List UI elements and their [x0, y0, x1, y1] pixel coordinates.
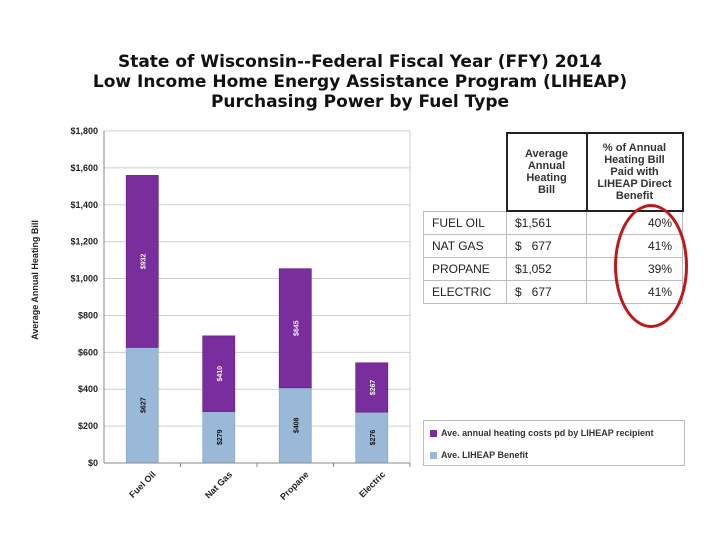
chart-title: State of Wisconsin--Federal Fiscal Year … — [0, 52, 720, 112]
header-average-bill: Average Annual Heating Bill — [505, 132, 588, 212]
header-pct-line: % of Annual — [602, 142, 667, 154]
fuel-cell: ELECTRIC — [423, 280, 507, 304]
data-label: $932 — [140, 254, 147, 270]
legend-item-benefit: Ave. LIHEAP Benefit — [430, 450, 528, 460]
header-pct-line: Benefit — [615, 190, 654, 202]
data-label: $645 — [293, 320, 300, 336]
bars: $627 $932 $279 $410 $408 $645 $276 $267 — [125, 175, 389, 464]
header-bill-line: Annual — [527, 160, 566, 172]
header-bill-line: Bill — [537, 184, 556, 196]
table-row: NAT GAS $ 677 41% — [423, 234, 683, 258]
header-bill-line: Heating — [526, 172, 567, 184]
x-tick-label: Nat Gas — [203, 469, 234, 500]
data-label: $276 — [370, 430, 377, 446]
data-label: $627 — [140, 397, 147, 413]
title-line-2: Low Income Home Energy Assistance Progra… — [92, 72, 628, 92]
legend-swatch-recipient — [430, 429, 437, 437]
header-pct-line: Heating Bill — [604, 154, 665, 166]
legend-swatch-benefit — [430, 451, 437, 459]
fuel-cell: PROPANE — [423, 257, 507, 281]
bar-segment — [355, 362, 389, 413]
fuel-cell: NAT GAS — [423, 234, 507, 258]
fuel-cell: FUEL OIL — [423, 210, 507, 235]
bill-cell: $1,052 — [506, 257, 587, 281]
bar-segment — [355, 411, 389, 464]
pct-cell: 40% — [586, 210, 683, 235]
x-tick-label: Electric — [357, 469, 387, 499]
table-row: ELECTRIC $ 677 41% — [423, 280, 683, 304]
bar-segment — [202, 335, 236, 412]
bill-cell: $1,561 — [506, 210, 587, 235]
x-tick-label: Propane — [278, 469, 311, 502]
table-row: FUEL OIL $1,561 40% — [423, 210, 683, 235]
header-bill-line: Average — [524, 148, 568, 160]
data-label: $279 — [217, 429, 224, 445]
y-tick-label: $1,200 — [70, 237, 98, 247]
header-percent-paid: % of Annual Heating Bill Paid with LIHEA… — [585, 132, 684, 212]
y-tick-label: $1,800 — [70, 126, 98, 136]
pct-cell: 39% — [586, 257, 683, 281]
bill-cell: $ 677 — [506, 234, 587, 258]
header-pct-line: LIHEAP Direct — [597, 178, 672, 190]
y-axis-title: Average Annual Heating Bill — [30, 220, 40, 340]
pct-cell: 41% — [586, 234, 683, 258]
title-line-3: Purchasing Power by Fuel Type — [210, 92, 510, 112]
y-tick-label: $1,000 — [70, 274, 98, 284]
y-tick-label: $1,600 — [70, 163, 98, 173]
legend-label-recipient: Ave. annual heating costs pd by LIHEAP r… — [441, 428, 654, 438]
table-header-blank — [424, 133, 507, 211]
y-tick-label: $400 — [78, 384, 98, 394]
legend-item-recipient: Ave. annual heating costs pd by LIHEAP r… — [430, 428, 654, 438]
data-label: $410 — [217, 366, 224, 382]
pct-cell: 41% — [586, 280, 683, 304]
heating-bill-table: Average Annual Heating Bill % of Annual … — [423, 132, 684, 304]
chart-legend: Ave. annual heating costs pd by LIHEAP r… — [423, 420, 685, 466]
bar-segment — [125, 175, 159, 348]
y-tick-label: $0 — [88, 458, 98, 468]
bar-segment — [278, 268, 312, 389]
table-header-row: Average Annual Heating Bill % of Annual … — [424, 132, 684, 212]
bill-cell: $ 677 — [506, 280, 587, 304]
bar-segment — [202, 411, 236, 464]
x-tick-label: Fuel Oil — [127, 469, 157, 499]
data-label: $267 — [370, 380, 377, 396]
y-tick-label: $600 — [78, 347, 98, 357]
legend-label-benefit: Ave. LIHEAP Benefit — [441, 450, 529, 460]
data-label: $408 — [293, 417, 300, 433]
header-pct-line: Paid with — [610, 166, 659, 178]
y-tick-label: $1,400 — [70, 200, 98, 210]
title-line-1: State of Wisconsin--Federal Fiscal Year … — [117, 52, 603, 72]
y-tick-label: $800 — [78, 310, 98, 320]
table-row: PROPANE $1,052 39% — [423, 257, 683, 281]
y-tick-label: $200 — [78, 421, 98, 431]
